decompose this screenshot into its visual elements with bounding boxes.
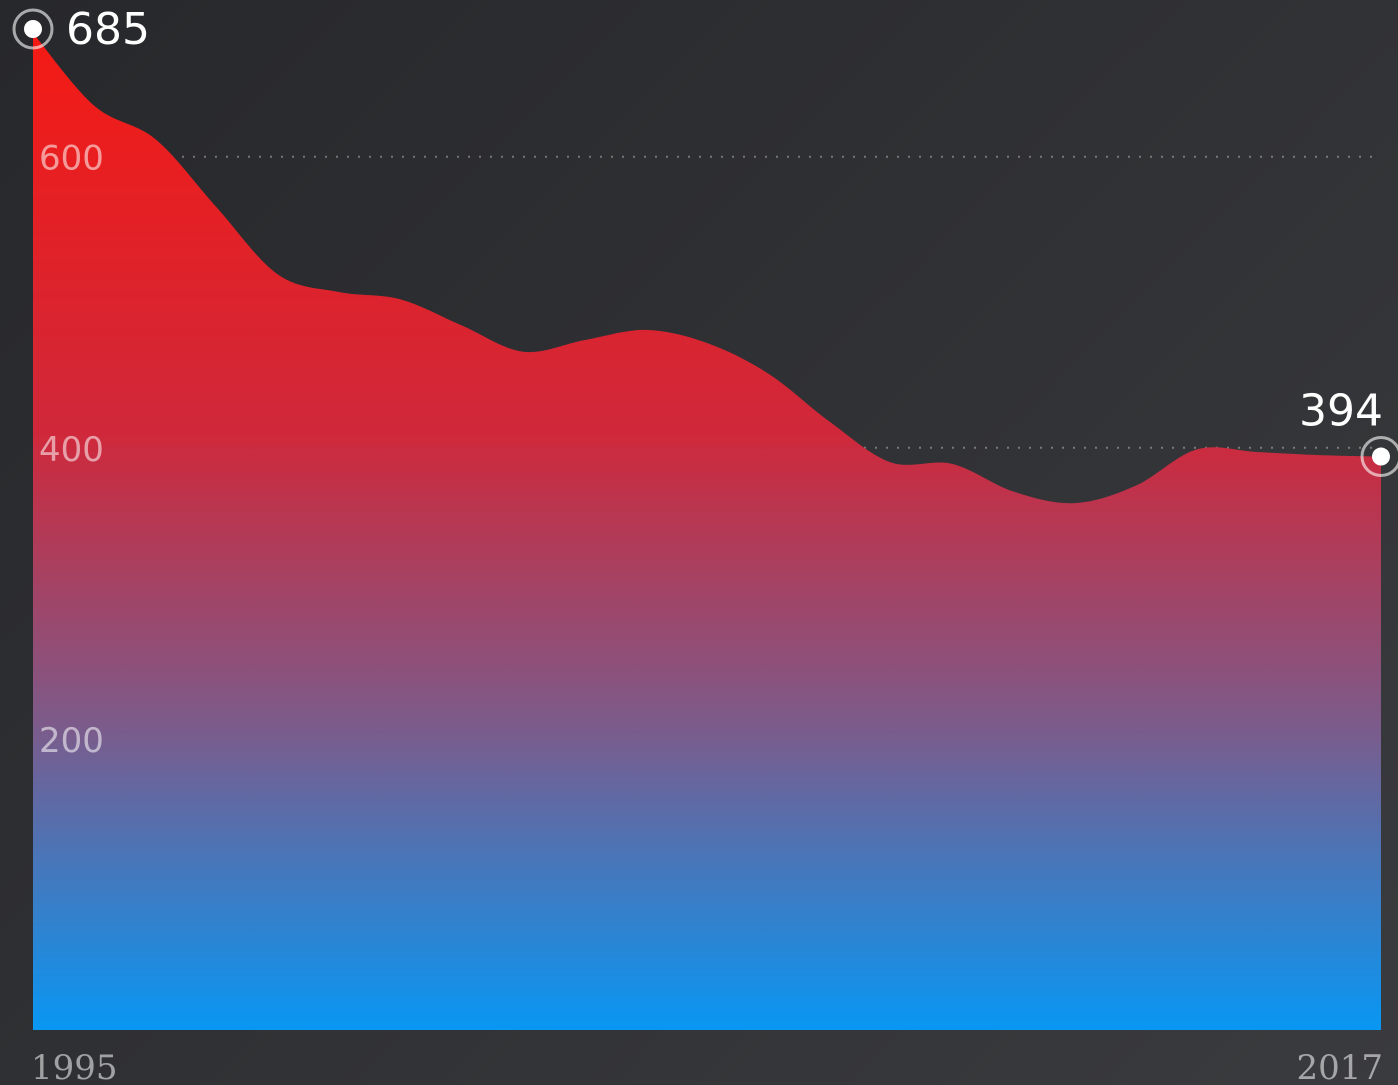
y-tick-label-400: 400	[39, 430, 104, 470]
y-axis: 200 400 600	[39, 139, 104, 761]
end-marker-ring	[1360, 436, 1398, 478]
start-marker-ring	[12, 8, 54, 50]
start-marker-dot	[24, 20, 42, 38]
x-tick-label-start: 1995	[31, 1048, 118, 1085]
start-value-label: 685	[66, 4, 150, 55]
end-value-label: 394	[1299, 386, 1383, 437]
end-markers: 685 394	[12, 4, 1398, 478]
x-axis: 1995 2017	[31, 1048, 1383, 1085]
y-tick-label-600: 600	[39, 139, 104, 179]
area-series	[33, 33, 1381, 1030]
x-tick-label-end: 2017	[1296, 1048, 1383, 1085]
y-tick-label-200: 200	[39, 721, 104, 761]
end-marker-dot	[1372, 447, 1390, 466]
